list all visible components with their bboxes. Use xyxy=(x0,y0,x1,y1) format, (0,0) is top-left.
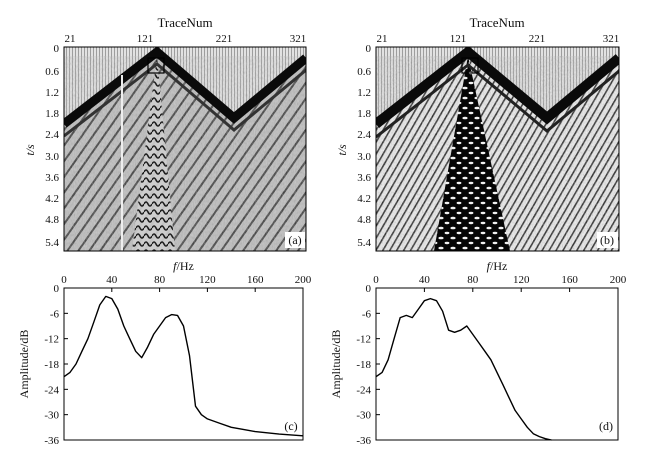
ytick-a-2: 1.2 xyxy=(45,87,59,99)
xtick-label-d-2: 80 xyxy=(467,274,479,286)
ytick-a-6: 3.6 xyxy=(45,172,59,184)
xaxis-title-d: f/Hz xyxy=(487,259,508,273)
ytick-b-2: 1.2 xyxy=(357,87,371,99)
ytick-label-c-0: 0 xyxy=(54,283,60,295)
ytick-a-0: 0 xyxy=(54,43,60,55)
ytick-label-c-3: -18 xyxy=(44,359,59,371)
ytick-label-d-4: -24 xyxy=(356,384,371,396)
xaxis-title-c: f/Hz xyxy=(173,259,194,273)
ytick-label-d-6: -36 xyxy=(356,435,371,447)
spectrum-chart-c: 0 40 80 120 160 200 0 -6 -12 -18 -24 -30 -36 f/Hz Ampl… xyxy=(17,259,312,447)
xtick-a-2: 221 xyxy=(216,33,233,45)
seismic-panel-b: (b) TraceNum 21 121 221 321 0 0.6 1.2 1.… xyxy=(335,15,620,252)
ytick-label-c-1: -6 xyxy=(50,308,60,320)
yaxis-title-d: Amplitude/dB xyxy=(329,330,343,399)
xtick-label-d-3: 120 xyxy=(513,274,530,286)
ytick-a-1: 0.6 xyxy=(45,66,59,78)
xtick-b-3: 321 xyxy=(603,33,620,45)
xtick-a-0: 21 xyxy=(65,33,76,45)
ytick-a-5: 3.0 xyxy=(45,151,59,163)
ytick-a-8: 4.8 xyxy=(45,214,59,226)
xtick-a-1: 121 xyxy=(137,33,154,45)
xtick-label-c-4: 160 xyxy=(247,274,264,286)
xtick-label-c-2: 80 xyxy=(154,274,166,286)
xtick-label-d-4: 160 xyxy=(561,274,578,286)
ytick-a-7: 4.2 xyxy=(45,193,59,205)
ytick-label-d-0: 0 xyxy=(366,283,372,295)
plot-frame-d xyxy=(375,287,619,441)
yaxis-title-b: t/s xyxy=(335,144,349,156)
xaxis-title-a: TraceNum xyxy=(157,15,212,30)
ytick-label-c-4: -24 xyxy=(44,384,59,396)
xtick-label-d-0: 0 xyxy=(373,274,379,286)
panel-label-a: (a) xyxy=(288,233,301,247)
yaxis-title-c: Amplitude/dB xyxy=(17,330,31,399)
seismic-panel-a: (a) TraceNum 21 121 221 321 0 0.6 1.2 1.… xyxy=(23,15,307,252)
ytick-a-9: 5.4 xyxy=(45,237,59,249)
panel-label-d: (d) xyxy=(599,419,613,433)
xtick-label-d-5: 200 xyxy=(610,274,627,286)
yaxis-title-a: t/s xyxy=(23,144,37,156)
spectrum-line-d-0 xyxy=(375,297,552,441)
ytick-label-d-5: -30 xyxy=(356,410,371,422)
ytick-b-7: 4.2 xyxy=(357,193,371,205)
ytick-label-d-1: -6 xyxy=(362,308,372,320)
ytick-b-5: 3.0 xyxy=(357,151,371,163)
xtick-a-3: 321 xyxy=(290,33,307,45)
spectrum-chart-d: 0 40 80 120 160 200 0 -6 -12 -18 -24 -30 -36 f/Hz Ampl… xyxy=(329,259,627,447)
ytick-b-4: 2.4 xyxy=(357,129,371,141)
panel-label-b: (b) xyxy=(600,233,614,247)
xtick-label-c-3: 120 xyxy=(199,274,216,286)
xaxis-title-b: TraceNum xyxy=(469,15,524,30)
xtick-b-0: 21 xyxy=(377,33,388,45)
ytick-b-6: 3.6 xyxy=(357,172,371,184)
ytick-b-3: 1.8 xyxy=(357,108,371,120)
ytick-label-c-5: -30 xyxy=(44,410,59,422)
xtick-label-c-1: 40 xyxy=(106,274,118,286)
ytick-a-4: 2.4 xyxy=(45,129,59,141)
ytick-a-3: 1.8 xyxy=(45,108,59,120)
panel-label-c: (c) xyxy=(284,419,297,433)
ytick-label-c-2: -12 xyxy=(44,334,59,346)
ytick-b-0: 0 xyxy=(366,43,372,55)
ytick-label-d-2: -12 xyxy=(356,334,371,346)
xtick-label-c-0: 0 xyxy=(61,274,67,286)
ytick-label-d-3: -18 xyxy=(356,359,371,371)
ytick-b-1: 0.6 xyxy=(357,66,371,78)
ytick-label-c-6: -36 xyxy=(44,435,59,447)
xtick-b-1: 121 xyxy=(450,33,467,45)
xtick-label-d-1: 40 xyxy=(419,274,431,286)
plot-frame-c xyxy=(63,287,304,441)
ytick-b-9: 5.4 xyxy=(357,237,371,249)
ytick-b-8: 4.8 xyxy=(357,214,371,226)
xtick-label-c-5: 200 xyxy=(295,274,312,286)
xtick-b-2: 221 xyxy=(529,33,546,45)
spectrum-line-c-0 xyxy=(63,295,304,437)
